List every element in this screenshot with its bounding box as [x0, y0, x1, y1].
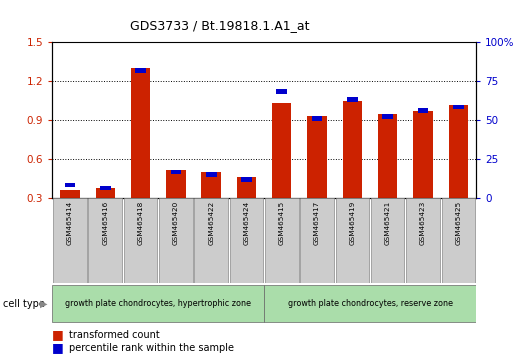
Text: GSM465424: GSM465424 — [244, 201, 249, 245]
Bar — [272, 103, 291, 198]
Bar — [53, 198, 87, 283]
Bar — [308, 116, 327, 198]
Bar — [418, 108, 428, 113]
Bar — [52, 285, 264, 322]
Bar — [241, 177, 252, 182]
Text: GSM465423: GSM465423 — [420, 201, 426, 245]
Bar — [230, 198, 263, 283]
Text: ▶: ▶ — [40, 298, 47, 309]
Text: GSM465425: GSM465425 — [456, 201, 461, 245]
Text: percentile rank within the sample: percentile rank within the sample — [69, 343, 234, 353]
Bar — [413, 111, 433, 198]
Bar — [201, 172, 221, 198]
Bar — [312, 116, 322, 121]
Bar — [159, 198, 192, 283]
Text: GSM465419: GSM465419 — [349, 201, 355, 245]
Text: growth plate chondrocytes, reserve zone: growth plate chondrocytes, reserve zone — [288, 299, 452, 308]
Text: GSM465416: GSM465416 — [103, 201, 108, 245]
Bar — [441, 198, 475, 283]
Bar — [347, 97, 358, 102]
Bar — [378, 114, 397, 198]
Bar — [406, 198, 440, 283]
Text: GSM465415: GSM465415 — [279, 201, 285, 245]
Text: GSM465414: GSM465414 — [67, 201, 73, 245]
Bar — [135, 68, 146, 73]
Bar — [100, 186, 110, 190]
Bar — [206, 172, 217, 177]
Bar — [96, 188, 115, 198]
Bar — [65, 183, 75, 187]
Bar — [343, 101, 362, 198]
Bar — [170, 170, 181, 175]
Text: GSM465417: GSM465417 — [314, 201, 320, 245]
Bar — [195, 198, 228, 283]
Text: GSM465420: GSM465420 — [173, 201, 179, 245]
Bar — [277, 89, 287, 94]
Bar — [449, 105, 468, 198]
Bar — [453, 105, 463, 109]
Bar — [237, 177, 256, 198]
Bar — [124, 198, 157, 283]
Bar — [371, 198, 404, 283]
Bar — [265, 198, 299, 283]
Text: ■: ■ — [52, 341, 64, 354]
Text: growth plate chondrocytes, hypertrophic zone: growth plate chondrocytes, hypertrophic … — [65, 299, 251, 308]
Bar — [382, 114, 393, 119]
Text: GDS3733 / Bt.19818.1.A1_at: GDS3733 / Bt.19818.1.A1_at — [130, 19, 310, 33]
Text: GSM465422: GSM465422 — [208, 201, 214, 245]
Bar — [300, 198, 334, 283]
Bar — [166, 170, 186, 198]
Bar — [60, 190, 79, 198]
Bar — [264, 285, 476, 322]
Text: GSM465418: GSM465418 — [138, 201, 143, 245]
Bar — [88, 198, 122, 283]
Text: cell type: cell type — [3, 298, 44, 309]
Bar — [131, 68, 150, 198]
Text: ■: ■ — [52, 328, 64, 341]
Bar — [336, 198, 369, 283]
Text: GSM465421: GSM465421 — [385, 201, 391, 245]
Text: transformed count: transformed count — [69, 330, 160, 339]
